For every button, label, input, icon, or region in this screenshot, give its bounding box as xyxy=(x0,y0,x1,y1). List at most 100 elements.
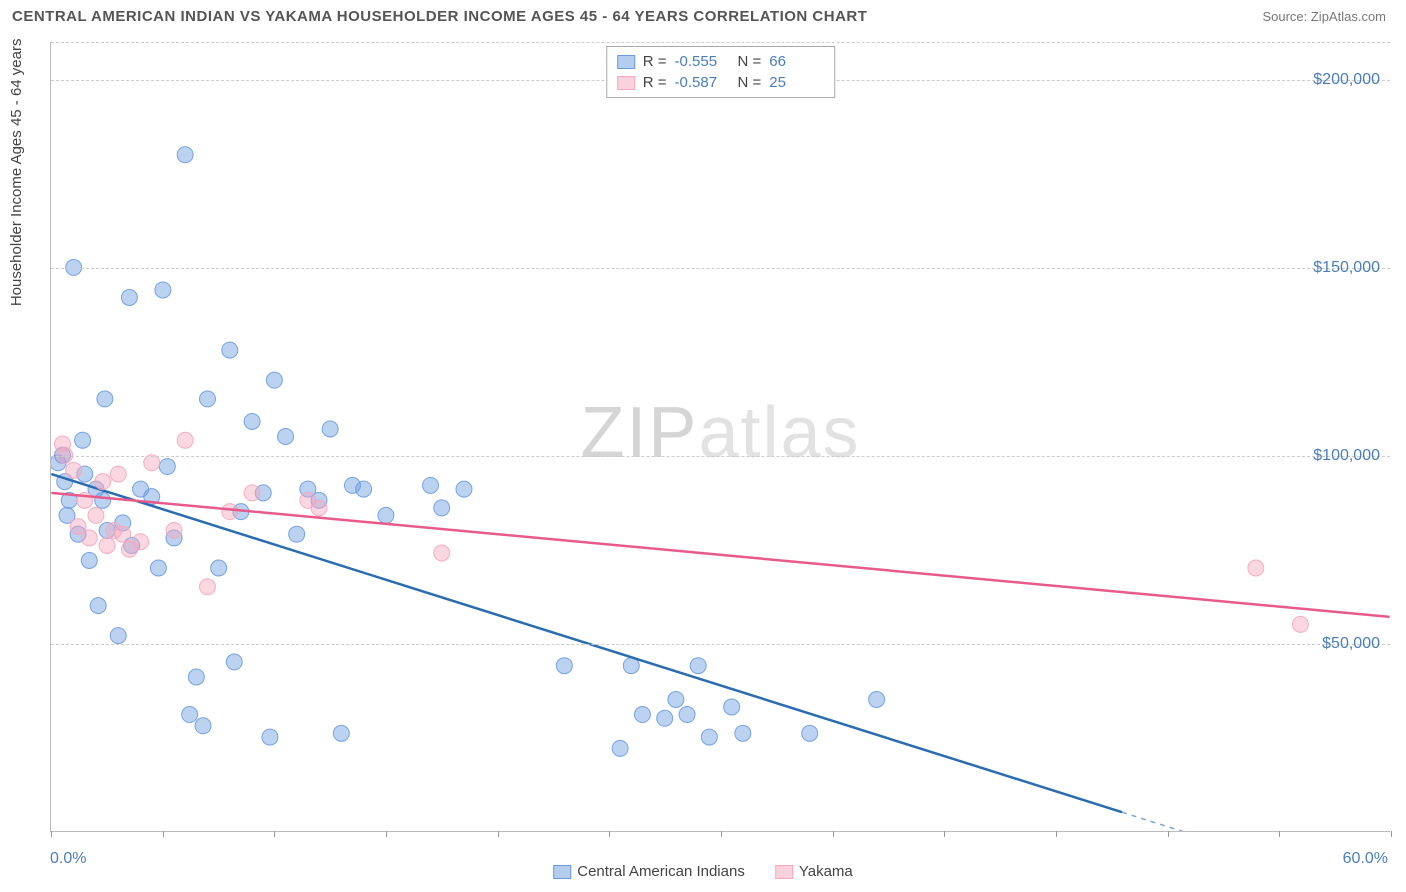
data-point xyxy=(423,477,439,493)
stats-row-1: R = -0.587 N = 25 xyxy=(617,72,825,93)
data-point xyxy=(322,421,338,437)
data-point xyxy=(244,485,260,501)
data-point xyxy=(244,413,260,429)
data-point xyxy=(634,707,650,723)
data-point xyxy=(177,147,193,163)
stats-row-0: R = -0.555 N = 66 xyxy=(617,51,825,72)
gridline xyxy=(51,456,1390,457)
data-point xyxy=(144,455,160,471)
data-point xyxy=(869,692,885,708)
x-tick xyxy=(274,831,275,837)
source-label: Source: ZipAtlas.com xyxy=(1262,9,1386,24)
data-point xyxy=(679,707,695,723)
data-point xyxy=(735,725,751,741)
swatch-icon xyxy=(775,865,793,879)
data-point xyxy=(701,729,717,745)
data-point xyxy=(81,552,97,568)
y-tick-label: $150,000 xyxy=(1313,259,1380,277)
data-point xyxy=(166,522,182,538)
trend-line xyxy=(51,493,1389,617)
data-point xyxy=(657,710,673,726)
data-point xyxy=(155,282,171,298)
data-point xyxy=(456,481,472,497)
scatter-svg xyxy=(51,42,1390,831)
data-point xyxy=(211,560,227,576)
data-point xyxy=(612,740,628,756)
r-label: R = xyxy=(643,53,667,70)
data-point xyxy=(88,507,104,523)
n-value-0: 66 xyxy=(769,53,824,70)
plot-area: ZIPatlas R = -0.555 N = 66 R = -0.587 N … xyxy=(50,42,1390,832)
data-point xyxy=(434,545,450,561)
x-tick xyxy=(833,831,834,837)
data-point xyxy=(278,429,294,445)
x-tick xyxy=(51,831,52,837)
x-tick xyxy=(721,831,722,837)
x-max-label: 60.0% xyxy=(1343,850,1388,868)
data-point xyxy=(333,725,349,741)
data-point xyxy=(724,699,740,715)
r-label: R = xyxy=(643,74,667,91)
data-point xyxy=(266,372,282,388)
r-value-1: -0.587 xyxy=(675,74,730,91)
gridline xyxy=(51,644,1390,645)
swatch-icon xyxy=(553,865,571,879)
y-tick-label: $100,000 xyxy=(1313,447,1380,465)
data-point xyxy=(556,658,572,674)
data-point xyxy=(222,342,238,358)
data-point xyxy=(222,504,238,520)
data-point xyxy=(95,474,111,490)
r-value-0: -0.555 xyxy=(675,53,730,70)
y-axis-title: Householder Income Ages 45 - 64 years xyxy=(8,39,25,307)
data-point xyxy=(110,628,126,644)
data-point xyxy=(121,289,137,305)
data-point xyxy=(690,658,706,674)
n-value-1: 25 xyxy=(769,74,824,91)
trend-line-extension xyxy=(1122,812,1390,831)
x-tick xyxy=(1279,831,1280,837)
data-point xyxy=(66,462,82,478)
data-point xyxy=(110,466,126,482)
n-label: N = xyxy=(738,74,762,91)
x-tick xyxy=(163,831,164,837)
x-tick xyxy=(386,831,387,837)
data-point xyxy=(356,481,372,497)
data-point xyxy=(97,391,113,407)
data-point xyxy=(81,530,97,546)
data-point xyxy=(262,729,278,745)
data-point xyxy=(159,459,175,475)
legend-item-1: Yakama xyxy=(775,863,853,880)
data-point xyxy=(668,692,684,708)
stats-legend: R = -0.555 N = 66 R = -0.587 N = 25 xyxy=(606,46,836,98)
x-min-label: 0.0% xyxy=(50,850,86,868)
data-point xyxy=(802,725,818,741)
x-tick xyxy=(1056,831,1057,837)
y-tick-label: $200,000 xyxy=(1313,71,1380,89)
swatch-icon xyxy=(617,55,635,69)
series-legend: Central American Indians Yakama xyxy=(553,863,853,880)
swatch-icon xyxy=(617,76,635,90)
data-point xyxy=(150,560,166,576)
data-point xyxy=(434,500,450,516)
y-tick-label: $50,000 xyxy=(1322,635,1380,653)
x-tick xyxy=(1391,831,1392,837)
data-point xyxy=(90,598,106,614)
legend-label-1: Yakama xyxy=(799,863,853,880)
data-point xyxy=(75,432,91,448)
data-point xyxy=(182,707,198,723)
data-point xyxy=(99,537,115,553)
data-point xyxy=(311,500,327,516)
data-point xyxy=(1292,616,1308,632)
n-label: N = xyxy=(738,53,762,70)
data-point xyxy=(188,669,204,685)
data-point xyxy=(1248,560,1264,576)
x-tick xyxy=(1168,831,1169,837)
legend-item-0: Central American Indians xyxy=(553,863,745,880)
gridline xyxy=(51,268,1390,269)
data-point xyxy=(95,492,111,508)
data-point xyxy=(115,526,131,542)
data-point xyxy=(226,654,242,670)
data-point xyxy=(195,718,211,734)
data-point xyxy=(199,391,215,407)
x-tick xyxy=(944,831,945,837)
